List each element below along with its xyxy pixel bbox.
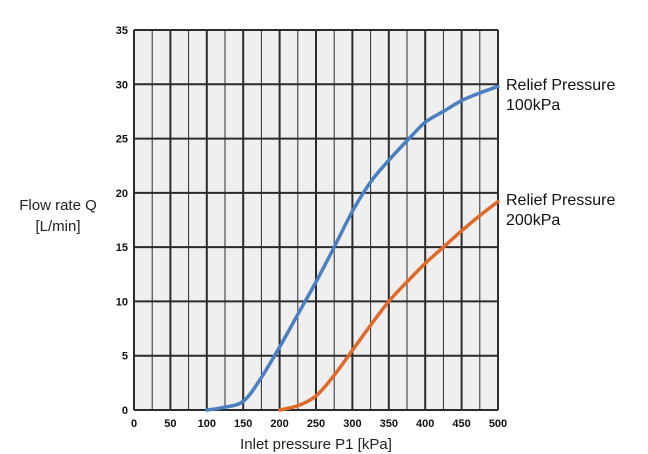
y-axis-label-line1: Flow rate Q [19,197,97,214]
x-tick-label: 0 [131,418,137,430]
series-label-100kpa-line1: Relief Pressure [506,77,615,94]
x-tick-label: 50 [164,418,176,430]
y-axis-label-line2: [L/min] [35,218,80,235]
x-tick-label: 400 [416,418,434,430]
y-tick-label: 10 [116,296,128,308]
x-tick-label: 300 [343,418,361,430]
x-tick-label: 200 [270,418,288,430]
series-label-100kpa-line2: 100kPa [506,97,560,114]
x-tick-label: 350 [380,418,398,430]
series-label-200kpa-line2: 200kPa [506,212,560,229]
y-tick-label: 35 [116,25,128,37]
series-line-200kpa [277,199,500,412]
series-label-200kpa-line1: Relief Pressure [506,192,615,209]
x-tick-label: 500 [489,418,507,430]
x-axis-label: Inlet pressure P1 [kPa] [240,436,392,453]
y-tick-label: 20 [116,188,128,200]
x-tick-label: 100 [198,418,216,430]
x-tick-label: 250 [307,418,325,430]
y-tick-label: 25 [116,134,128,146]
y-tick-label: 0 [122,405,128,417]
y-tick-label: 5 [122,351,128,363]
series-line-100kpa [205,84,500,412]
x-tick-label: 150 [234,418,252,430]
y-tick-label: 30 [116,79,128,91]
y-tick-label: 15 [116,242,128,254]
x-tick-label: 450 [452,418,470,430]
